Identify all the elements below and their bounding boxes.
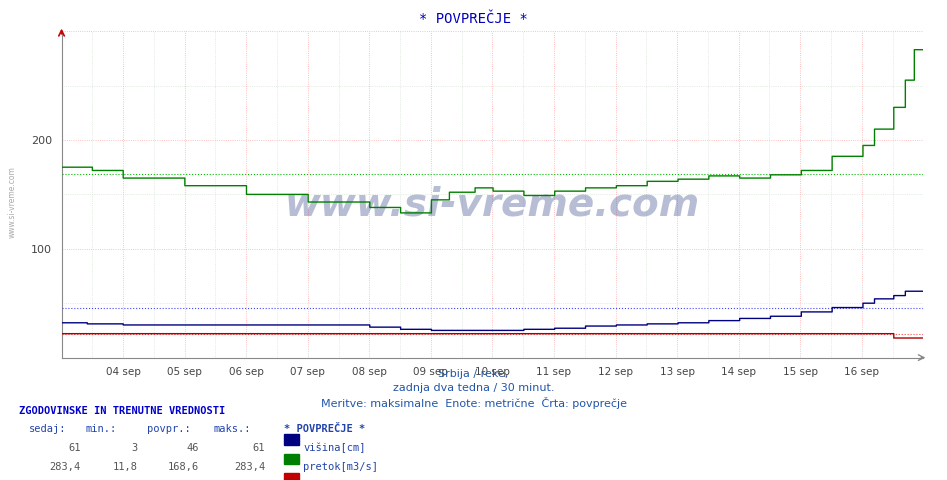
Text: 168,6: 168,6: [168, 462, 199, 472]
Text: 61: 61: [68, 443, 80, 453]
Text: 61: 61: [253, 443, 265, 453]
Text: maks.:: maks.:: [213, 424, 251, 434]
Text: min.:: min.:: [85, 424, 116, 434]
Text: zadnja dva tedna / 30 minut.: zadnja dva tedna / 30 minut.: [393, 383, 554, 393]
Text: 11,8: 11,8: [113, 462, 137, 472]
Text: pretok[m3/s]: pretok[m3/s]: [303, 462, 378, 472]
Text: 283,4: 283,4: [49, 462, 80, 472]
Text: * POVPREČJE *: * POVPREČJE *: [284, 424, 366, 434]
Text: * POVPREČJE *: * POVPREČJE *: [420, 12, 527, 26]
Text: www.si-vreme.com: www.si-vreme.com: [8, 166, 17, 238]
Text: sedaj:: sedaj:: [28, 424, 66, 434]
Text: 283,4: 283,4: [234, 462, 265, 472]
Text: 3: 3: [131, 443, 137, 453]
Text: www.si-vreme.com: www.si-vreme.com: [285, 185, 700, 223]
Text: 46: 46: [187, 443, 199, 453]
Text: Srbija / reke,: Srbija / reke,: [438, 369, 509, 379]
Text: višina[cm]: višina[cm]: [303, 443, 366, 454]
Text: povpr.:: povpr.:: [147, 424, 190, 434]
Text: Meritve: maksimalne  Enote: metrične  Črta: povprečje: Meritve: maksimalne Enote: metrične Črta…: [320, 397, 627, 409]
Text: ZGODOVINSKE IN TRENUTNE VREDNOSTI: ZGODOVINSKE IN TRENUTNE VREDNOSTI: [19, 406, 225, 416]
